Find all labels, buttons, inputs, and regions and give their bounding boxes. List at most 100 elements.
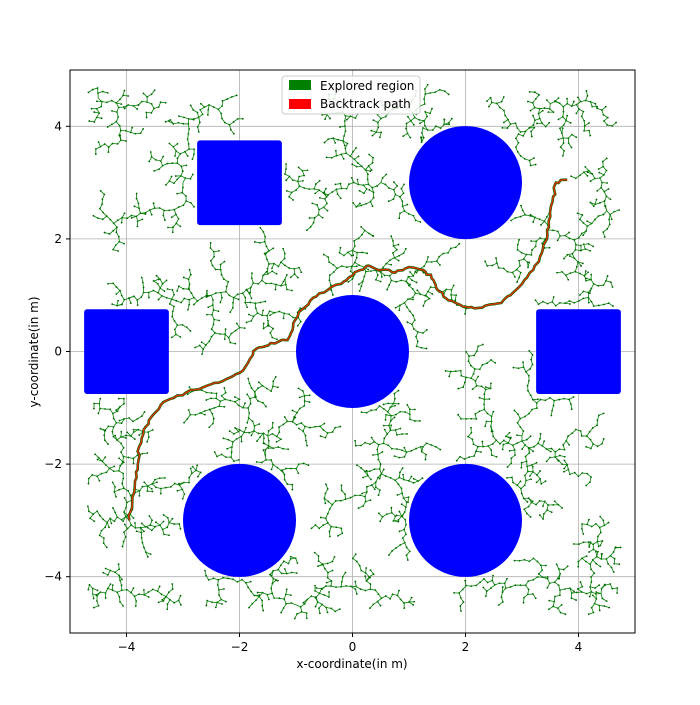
explored-node <box>93 520 96 523</box>
explored-node <box>245 426 247 429</box>
explored-node <box>398 309 401 312</box>
explored-node <box>548 246 551 249</box>
explored-node <box>400 503 403 506</box>
explored-node <box>385 173 388 176</box>
explored-node <box>608 606 611 609</box>
explored-node <box>360 225 363 228</box>
explored-node <box>373 488 376 491</box>
explored-node <box>142 92 145 95</box>
explored-node <box>133 438 136 441</box>
explored-node <box>586 174 589 177</box>
explored-node <box>151 490 154 493</box>
explored-node <box>95 593 98 596</box>
explored-node <box>560 603 563 606</box>
explored-node <box>555 563 558 566</box>
explored-node <box>361 492 363 495</box>
explored-node <box>572 396 575 398</box>
explored-node <box>244 402 246 405</box>
explored-node <box>258 423 261 425</box>
explored-node <box>580 249 582 252</box>
explored-node <box>488 398 491 400</box>
explored-node <box>287 448 290 451</box>
explored-node <box>314 596 317 599</box>
backtrack-path-line <box>127 178 568 521</box>
explored-node <box>607 521 610 524</box>
explored-node <box>97 141 100 143</box>
explored-node <box>557 459 560 462</box>
explored-node <box>397 259 400 262</box>
explored-node <box>581 262 584 265</box>
explored-node <box>275 272 278 275</box>
explored-node <box>144 213 147 216</box>
explored-node <box>501 586 504 588</box>
explored-node <box>519 480 522 483</box>
explored-node <box>415 281 418 284</box>
explored-node <box>480 451 482 453</box>
obstacle-circle <box>296 295 409 408</box>
explored-node <box>582 533 585 535</box>
explored-node <box>189 104 192 107</box>
explored-node <box>92 214 95 217</box>
explored-node <box>164 101 167 104</box>
explored-node <box>350 176 353 179</box>
explored-node <box>582 243 585 246</box>
explored-node <box>318 612 321 615</box>
explored-node <box>314 605 317 608</box>
explored-node <box>530 135 533 138</box>
explored-node <box>150 488 153 490</box>
explored-node <box>291 409 294 412</box>
explored-node <box>588 518 590 521</box>
explored-node <box>406 203 409 206</box>
explored-node <box>112 507 114 509</box>
explored-node <box>275 579 278 581</box>
explored-node <box>406 559 409 561</box>
explored-node <box>179 594 182 597</box>
explored-node <box>352 201 355 204</box>
explored-node <box>138 434 141 437</box>
explored-node <box>369 607 371 610</box>
explored-node <box>117 250 119 252</box>
explored-node <box>369 499 372 502</box>
explored-node <box>222 437 225 440</box>
explored-node <box>572 543 575 545</box>
x-tick-label: 0 <box>349 640 357 654</box>
explored-node <box>191 158 194 161</box>
explored-node <box>575 112 578 115</box>
explored-node <box>390 424 393 427</box>
explored-node <box>372 454 374 456</box>
explored-node <box>120 221 123 224</box>
explored-node <box>393 455 396 458</box>
explored-node <box>87 91 90 94</box>
explored-node <box>149 553 152 556</box>
explored-node <box>398 589 400 592</box>
x-tick-label: −4 <box>118 640 136 654</box>
explored-node <box>595 550 597 553</box>
obstacle-rect <box>536 309 621 395</box>
explored-node <box>136 225 139 228</box>
explored-node <box>325 156 328 159</box>
explored-node <box>120 430 123 433</box>
explored-node <box>413 123 415 126</box>
explored-node <box>262 609 265 612</box>
explored-node <box>308 217 311 219</box>
explored-node <box>209 242 212 244</box>
explored-node <box>152 202 155 205</box>
explored-node <box>597 545 600 548</box>
explored-node <box>590 273 593 276</box>
explored-node <box>481 440 484 443</box>
explored-node <box>339 246 342 249</box>
explored-node <box>383 428 386 431</box>
explored-node <box>285 168 287 170</box>
explored-node <box>596 105 599 108</box>
explored-node <box>587 271 589 274</box>
explored-node <box>161 599 164 601</box>
explored-node <box>148 296 150 299</box>
explored-node <box>407 501 409 504</box>
explored-node <box>237 458 240 461</box>
explored-node <box>531 465 534 468</box>
explored-node <box>326 611 329 614</box>
explored-node <box>584 270 587 272</box>
explored-node <box>562 470 565 473</box>
explored-node <box>516 248 519 251</box>
explored-node <box>431 107 433 110</box>
